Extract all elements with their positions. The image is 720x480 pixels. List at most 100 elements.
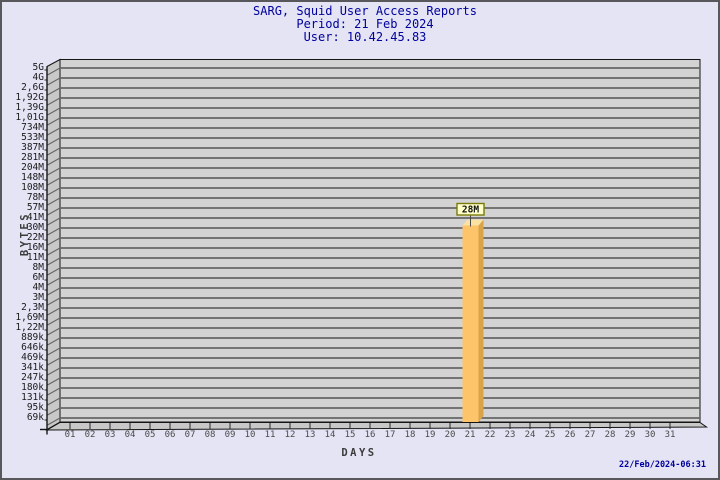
x-tick-label: 04	[125, 430, 136, 440]
x-tick-label: 26	[565, 430, 576, 440]
wall-diagonal	[47, 127, 61, 136]
y-tick-label: 387M	[21, 142, 44, 153]
y-tick-label: 8M	[33, 262, 45, 273]
x-tick-label: 28	[605, 430, 616, 440]
x-tick-label: 19	[425, 430, 436, 440]
wall-diagonal	[47, 117, 61, 126]
x-tick-label: 22	[485, 430, 496, 440]
x-tick-label: 09	[225, 430, 236, 440]
x-tick-label: 18	[405, 430, 416, 440]
wall-diagonal	[47, 177, 61, 186]
x-tick-label: 14	[325, 430, 336, 440]
wall-diagonal	[47, 227, 61, 236]
y-tick-label: 41M	[27, 212, 44, 223]
wall-diagonal	[47, 247, 61, 256]
chart-user: User: 10.42.45.83	[304, 30, 427, 44]
y-tick-label: 1,01G	[15, 112, 44, 123]
bar-side-face	[478, 219, 484, 422]
x-tick-label: 31	[665, 430, 676, 440]
x-axis-labels: 01 02 03 04 05 06 07 08 09 10 11 12 13 14 15 16 17 18 19 20…	[65, 430, 676, 440]
y-tick-label: 6M	[33, 272, 45, 283]
x-tick-label: 06	[165, 430, 176, 440]
y-tick-label: 22M	[27, 232, 44, 243]
wall-diagonal	[47, 407, 61, 416]
wall-diagonal	[47, 367, 61, 376]
gridlines	[44, 67, 700, 426]
x-tick-label: 11	[265, 430, 276, 440]
wall-diagonal	[47, 337, 61, 346]
x-tick-label: 03	[105, 430, 116, 440]
y-tick-label: 889k	[21, 332, 44, 343]
y-tick-label: 3M	[33, 292, 45, 303]
x-tick-label: 21	[465, 430, 476, 440]
wall-diagonal	[47, 377, 61, 386]
y-tick-label: 180k	[21, 382, 44, 393]
x-tick-label: 02	[85, 430, 96, 440]
bar-front-face	[462, 225, 479, 422]
y-tick-label: 95k	[27, 402, 44, 413]
wall-diagonal	[47, 397, 61, 406]
x-tick-label: 27	[585, 430, 596, 440]
x-tick-label: 23	[505, 430, 516, 440]
chart-period: Period: 21 Feb 2024	[296, 17, 433, 31]
wall-diagonal	[47, 107, 61, 116]
wall-diagonal	[47, 277, 61, 286]
y-tick-label: 533M	[21, 132, 44, 143]
x-tick-label: 20	[445, 430, 456, 440]
wall-diagonal	[47, 287, 61, 296]
y-tick-label: 11M	[27, 252, 44, 263]
wall-diagonal	[47, 137, 61, 146]
plot-area	[59, 59, 701, 423]
wall-diagonal	[47, 167, 61, 176]
chart-title: SARG, Squid User Access Reports	[253, 4, 477, 18]
wall-diagonal	[47, 147, 61, 156]
wall-diagonal	[47, 327, 61, 336]
y-tick-label: 1,69M	[15, 312, 44, 323]
wall-diagonal	[47, 207, 61, 216]
y-tick-label: 148M	[21, 172, 44, 183]
y-tick-label: 2,3M	[21, 302, 44, 313]
y-tick-label: 247k	[21, 372, 44, 383]
x-tick-label: 12	[285, 430, 296, 440]
wall-diagonal	[47, 317, 61, 326]
y-tick-label: 1,92G	[15, 92, 44, 103]
wall-diagonal	[47, 187, 61, 196]
y-tick-label: 646k	[21, 342, 44, 353]
wall-diagonal	[47, 417, 61, 426]
y-tick-label: 2,6G	[21, 82, 44, 93]
x-tick-label: 05	[145, 430, 156, 440]
x-axis-ticks	[69, 423, 671, 429]
bar-series: 28M	[456, 202, 485, 422]
y-tick-label: 734M	[21, 122, 44, 133]
value-callout-label: 28M	[462, 205, 479, 216]
y-tick-label: 5G	[33, 62, 45, 73]
wall-diagonal	[47, 307, 61, 316]
x-tick-label: 08	[205, 430, 216, 440]
wall-diagonal	[47, 217, 61, 226]
x-tick-label: 16	[365, 430, 376, 440]
wall-diagonal	[47, 267, 61, 276]
x-tick-label: 25	[545, 430, 556, 440]
wall-diagonal	[47, 97, 61, 106]
wall-diagonal	[47, 347, 61, 356]
y-tick-label: 341k	[21, 362, 44, 373]
y-axis-title: BYTES	[19, 212, 31, 256]
x-tick-label: 01	[65, 430, 76, 440]
x-tick-label: 13	[305, 430, 316, 440]
wall-diagonal	[47, 77, 61, 86]
x-axis-title: DAYS	[341, 447, 376, 459]
wall-diagonal	[47, 67, 61, 76]
y-tick-label: 204M	[21, 162, 44, 173]
wall-diagonal	[47, 87, 61, 96]
y-tick-label: 4M	[33, 282, 45, 293]
y-tick-label: 4G	[33, 72, 45, 83]
x-tick-label: 07	[185, 430, 196, 440]
x-tick-label: 15	[345, 430, 356, 440]
x-tick-label: 29	[625, 430, 636, 440]
y-tick-label: 69k	[27, 412, 44, 423]
y-tick-label: 57M	[27, 202, 44, 213]
generation-timestamp: 22/Feb/2024-06:31	[619, 460, 706, 470]
y-tick-label: 1,39G	[15, 102, 44, 113]
